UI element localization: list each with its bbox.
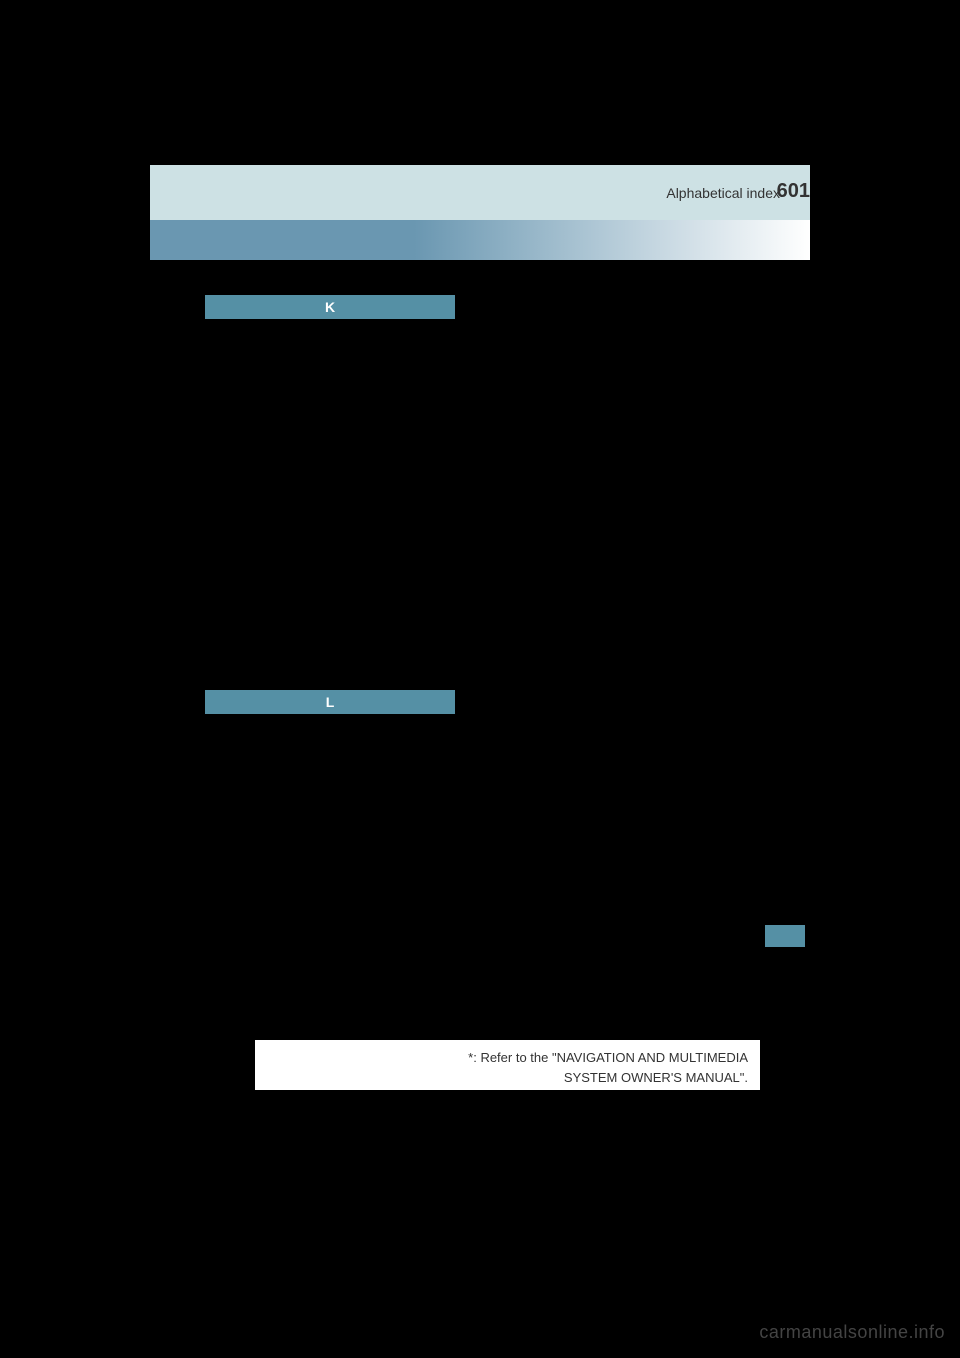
section-tab-k: K xyxy=(205,295,455,319)
footnote-line1: *: Refer to the "NAVIGATION AND MULTIMED… xyxy=(267,1048,748,1068)
header-bar: Alphabetical index xyxy=(150,165,810,220)
page-number: 601 xyxy=(777,180,810,203)
header-label: Alphabetical index xyxy=(666,185,780,201)
footnote-box: *: Refer to the "NAVIGATION AND MULTIMED… xyxy=(255,1040,760,1090)
section-k-label: K xyxy=(325,299,335,315)
watermark: carmanualsonline.info xyxy=(759,1322,945,1343)
footnote-line2: SYSTEM OWNER'S MANUAL". xyxy=(267,1068,748,1088)
section-l-label: L xyxy=(326,694,335,710)
gradient-bar xyxy=(150,220,810,260)
side-tab xyxy=(765,925,805,947)
section-tab-l: L xyxy=(205,690,455,714)
